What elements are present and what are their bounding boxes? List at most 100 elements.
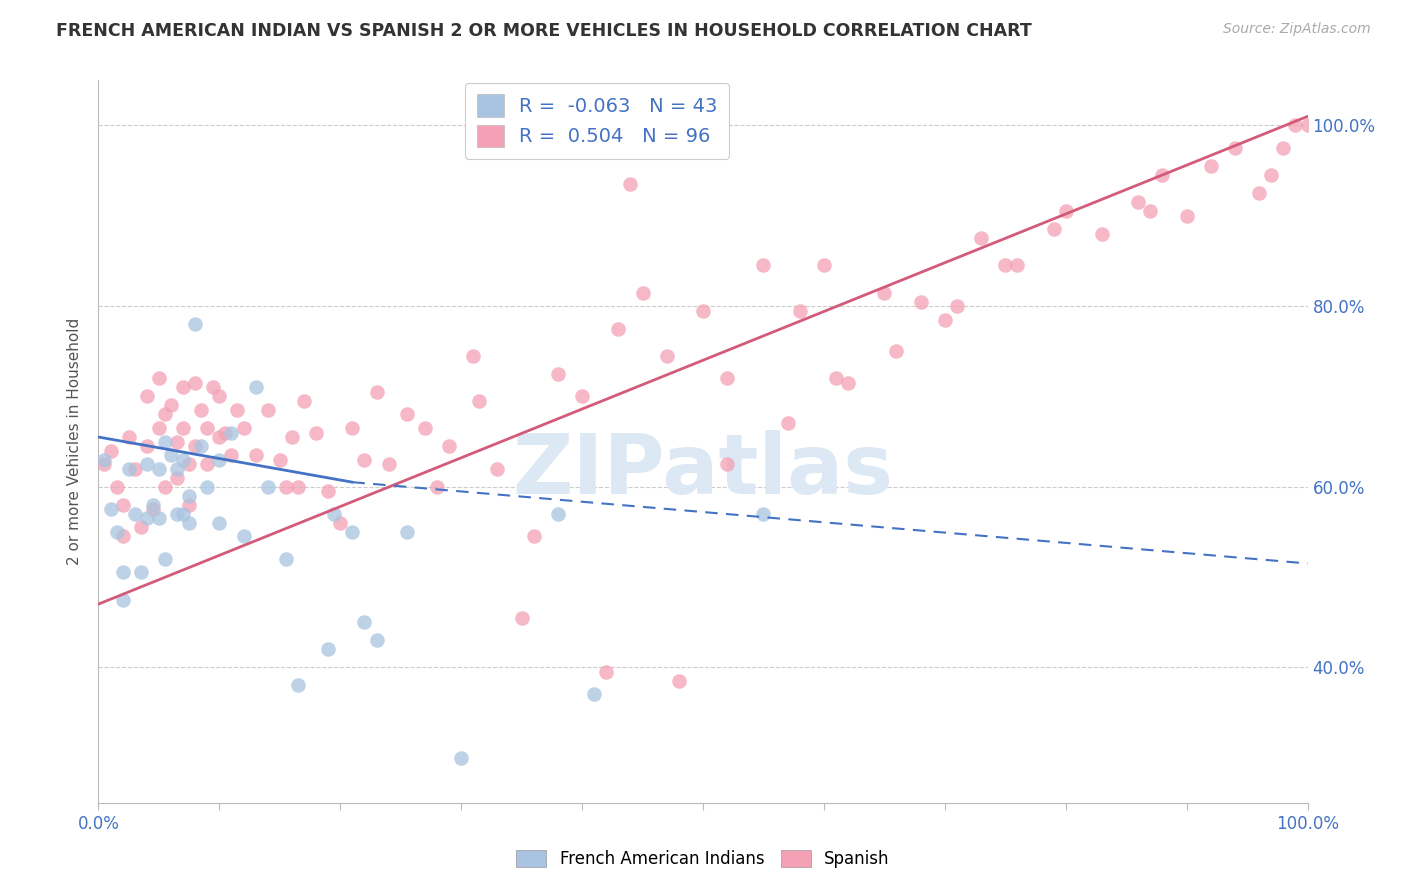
Point (1091, 227, 1114, 241)
Point (256, 403, 278, 417)
Point (105, 480, 128, 494)
Point (547, 367, 569, 381)
Point (124, 461, 146, 475)
Point (166, 507, 188, 521)
Point (716, 371, 738, 385)
Point (208, 430, 231, 444)
Point (366, 384, 388, 399)
Point (426, 480, 449, 494)
Point (160, 398, 183, 412)
Point (202, 380, 225, 394)
Point (221, 448, 243, 462)
Point (195, 480, 218, 494)
Point (450, 750, 472, 764)
Point (129, 566, 152, 580)
Point (970, 231, 993, 245)
Legend: R =  -0.063   N = 43, R =  0.504   N = 96: R = -0.063 N = 43, R = 0.504 N = 96 (465, 83, 730, 159)
Point (245, 380, 267, 394)
Point (221, 425, 243, 440)
Point (166, 461, 188, 475)
Point (179, 457, 201, 471)
Point (1223, 141, 1246, 155)
Point (1249, 186, 1271, 201)
Point (437, 439, 460, 453)
Point (1296, 119, 1319, 133)
Point (93, 457, 115, 471)
Point (135, 389, 157, 403)
Point (208, 389, 231, 403)
Point (752, 259, 775, 273)
Point (274, 480, 297, 494)
Point (1007, 259, 1029, 273)
Point (946, 299, 969, 313)
Point (118, 430, 141, 444)
Point (1139, 204, 1161, 219)
Point (463, 349, 485, 363)
Point (342, 421, 364, 435)
Point (166, 434, 188, 449)
Point (129, 520, 152, 534)
Point (148, 511, 170, 525)
Point (93, 452, 115, 467)
Point (172, 380, 194, 394)
Point (413, 421, 436, 435)
Point (1272, 141, 1295, 155)
Point (142, 502, 165, 516)
Point (179, 489, 201, 503)
Point (172, 452, 194, 467)
Point (226, 403, 249, 417)
Point (342, 524, 364, 539)
Point (837, 376, 859, 390)
Point (1042, 222, 1064, 236)
Point (752, 507, 775, 521)
Point (148, 371, 170, 385)
Point (776, 417, 799, 431)
Point (287, 480, 309, 494)
Point (208, 516, 231, 530)
Point (468, 393, 491, 408)
Point (190, 439, 212, 453)
Point (510, 610, 533, 624)
Point (323, 507, 346, 521)
Point (135, 439, 157, 453)
Point (886, 344, 908, 359)
Point (172, 421, 194, 435)
Y-axis label: 2 or more Vehicles in Household: 2 or more Vehicles in Household (67, 318, 83, 566)
Point (1175, 209, 1198, 223)
Point (184, 376, 207, 390)
Point (825, 371, 848, 385)
Point (208, 452, 231, 467)
Point (329, 516, 352, 530)
Point (100, 443, 122, 458)
Point (124, 507, 146, 521)
Point (716, 457, 738, 471)
Point (607, 321, 630, 335)
Point (184, 317, 207, 331)
Point (523, 529, 546, 543)
Point (353, 452, 375, 467)
Point (153, 480, 176, 494)
Point (269, 452, 291, 467)
Point (111, 566, 134, 580)
Point (153, 408, 176, 422)
Point (668, 673, 690, 688)
Point (377, 457, 399, 471)
Text: Source: ZipAtlas.com: Source: ZipAtlas.com (1223, 22, 1371, 37)
Text: FRENCH AMERICAN INDIAN VS SPANISH 2 OR MORE VEHICLES IN HOUSEHOLD CORRELATION CH: FRENCH AMERICAN INDIAN VS SPANISH 2 OR M… (56, 22, 1032, 40)
Point (395, 524, 418, 539)
Point (160, 448, 183, 462)
Legend: French American Indians, Spanish: French American Indians, Spanish (509, 843, 897, 875)
Point (619, 177, 641, 191)
Point (105, 524, 128, 539)
Point (395, 408, 418, 422)
Point (595, 665, 617, 679)
Point (256, 480, 278, 494)
Point (184, 439, 207, 453)
Point (316, 642, 339, 657)
Point (111, 529, 134, 543)
Point (153, 552, 176, 566)
Point (813, 259, 835, 273)
Point (692, 303, 714, 318)
Point (547, 507, 569, 521)
Point (179, 498, 201, 512)
